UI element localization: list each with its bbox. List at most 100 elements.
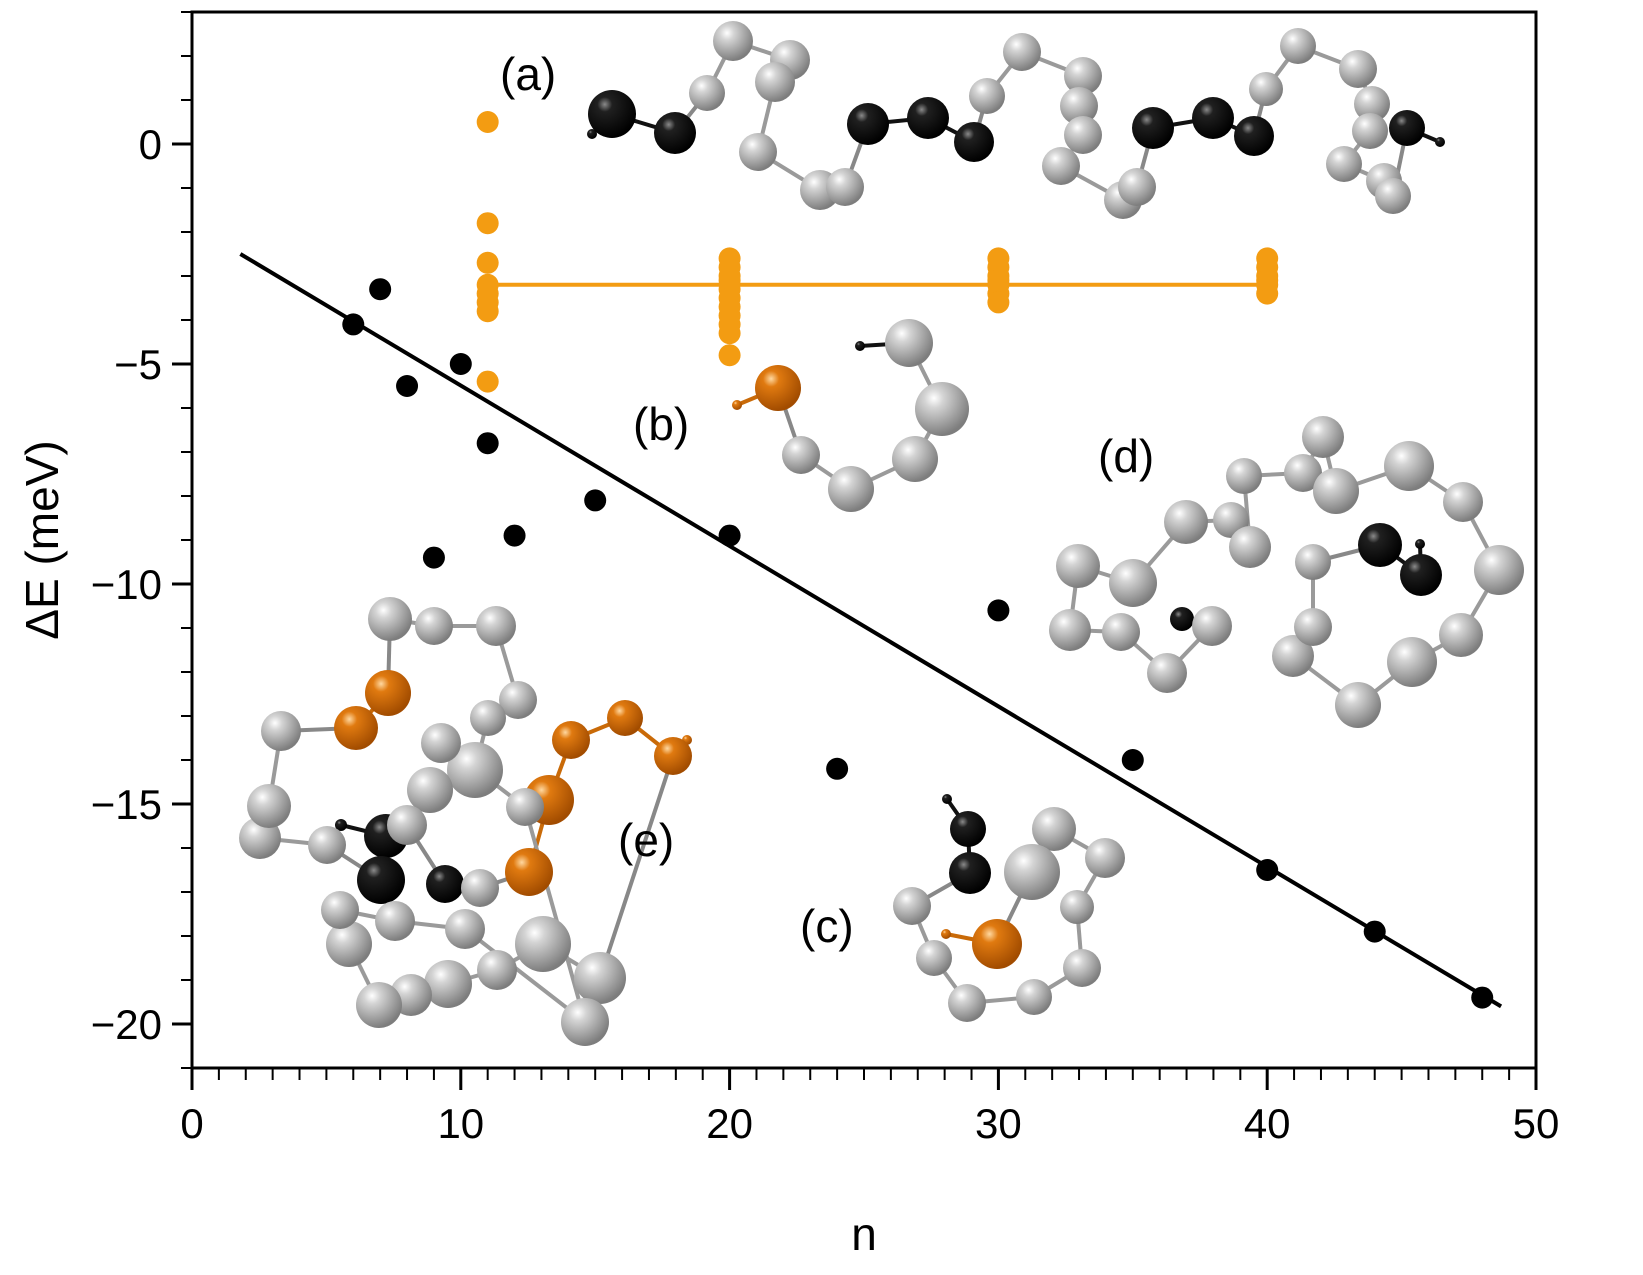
gray-atom — [1056, 544, 1100, 588]
black-atom — [1132, 107, 1174, 149]
y-axis-title: ΔE (meV) — [16, 440, 68, 639]
gray-atom — [1060, 87, 1098, 125]
orange-data-point — [476, 370, 499, 393]
gray-atom — [326, 921, 372, 967]
orange-data-point — [476, 300, 499, 323]
gray-atom — [1042, 147, 1080, 185]
black-atom — [1400, 554, 1442, 596]
black-atom — [1170, 607, 1194, 631]
black-atom — [426, 865, 464, 903]
gray-atom — [1049, 609, 1091, 651]
gray-atom — [499, 681, 537, 719]
black-atom — [357, 856, 405, 904]
black-data-point — [422, 546, 445, 569]
gray-atom — [321, 891, 359, 929]
gray-atom — [916, 940, 952, 976]
black-atom — [847, 103, 889, 145]
y-tick-label: −10 — [91, 561, 162, 608]
black-atom — [1192, 97, 1234, 139]
black-data-point — [449, 353, 472, 375]
gray-atom — [1354, 86, 1390, 122]
gray-atom — [261, 711, 301, 751]
molecule-a — [587, 21, 1445, 219]
gray-atom — [1118, 168, 1156, 206]
gray-atom — [308, 826, 346, 864]
gray-atom — [1004, 844, 1060, 900]
x-axis-title: n — [851, 1208, 877, 1260]
gray-atom — [893, 887, 931, 925]
hydrogen-atom — [587, 129, 597, 139]
orange-data-point — [987, 291, 1010, 314]
gray-atom — [1147, 653, 1187, 693]
gray-atom — [1064, 57, 1102, 95]
gray-atom — [387, 805, 427, 845]
gray-atom — [948, 984, 986, 1022]
gray-atom — [506, 788, 544, 826]
black-data-point — [826, 757, 849, 780]
orange-data-point — [476, 111, 499, 133]
black-series-layer — [342, 278, 1494, 1009]
gray-atom — [828, 466, 874, 512]
orange-atom — [654, 737, 692, 775]
orange-data-point — [476, 282, 499, 305]
black-data-point — [476, 432, 499, 455]
orange-series-layer — [476, 111, 1279, 393]
hydrogen-atom — [732, 400, 742, 410]
gray-atom — [1229, 526, 1271, 568]
gray-atom — [755, 62, 795, 102]
gray-atom — [1384, 441, 1434, 491]
black-atom — [1389, 110, 1425, 146]
orange-data-point — [987, 269, 1010, 292]
black-atom — [907, 97, 949, 139]
black-data-point — [396, 375, 419, 397]
hydrogen-atom — [855, 341, 865, 351]
x-tick-label: 40 — [1244, 1100, 1291, 1147]
hydrogen-atom — [941, 929, 951, 939]
gray-atom — [1016, 979, 1052, 1015]
x-tick-label: 20 — [706, 1100, 753, 1147]
black-atom — [335, 819, 347, 831]
bond — [598, 755, 675, 979]
gray-atom — [1294, 608, 1332, 646]
gray-atom — [969, 78, 1005, 114]
gray-atom — [782, 436, 820, 474]
orange-data-point — [1256, 269, 1279, 292]
gray-atom — [1064, 116, 1102, 154]
y-tick-label: 0 — [139, 121, 162, 168]
gray-atom — [1284, 454, 1322, 492]
gray-atom — [1280, 28, 1316, 64]
orange-atom — [365, 670, 411, 716]
gray-atom — [561, 998, 609, 1046]
gray-atom — [1226, 458, 1262, 494]
gray-atom — [445, 909, 485, 949]
gray-atom — [515, 916, 571, 972]
black-atom — [654, 112, 696, 154]
orange-data-point — [718, 265, 741, 287]
x-tick-label: 0 — [180, 1100, 203, 1147]
black-data-point — [1256, 859, 1279, 881]
gray-atom — [1063, 949, 1101, 987]
black-data-point — [1471, 986, 1494, 1009]
gray-atom — [415, 607, 453, 645]
black-atom — [950, 811, 986, 847]
molecule-c — [893, 794, 1125, 1022]
orange-data-point — [718, 322, 741, 345]
panel-label-b: (b) — [633, 398, 689, 450]
gray-atom — [1295, 544, 1331, 580]
gray-atom — [1272, 635, 1314, 677]
gray-atom — [892, 436, 938, 482]
black-data-point — [584, 489, 607, 512]
gray-atom — [356, 982, 402, 1028]
gray-atom — [461, 869, 499, 907]
gray-atom — [915, 382, 969, 436]
black-data-point — [987, 599, 1010, 622]
gray-atom — [1313, 468, 1359, 514]
linear-fit-line — [239, 252, 1503, 1009]
molecule-b — [732, 319, 969, 512]
black-data-point — [342, 313, 365, 336]
orange-data-point — [718, 344, 741, 367]
black-atom — [1358, 523, 1402, 567]
gray-atom — [368, 597, 412, 641]
black-atom — [949, 852, 991, 894]
orange-atom — [505, 848, 553, 896]
